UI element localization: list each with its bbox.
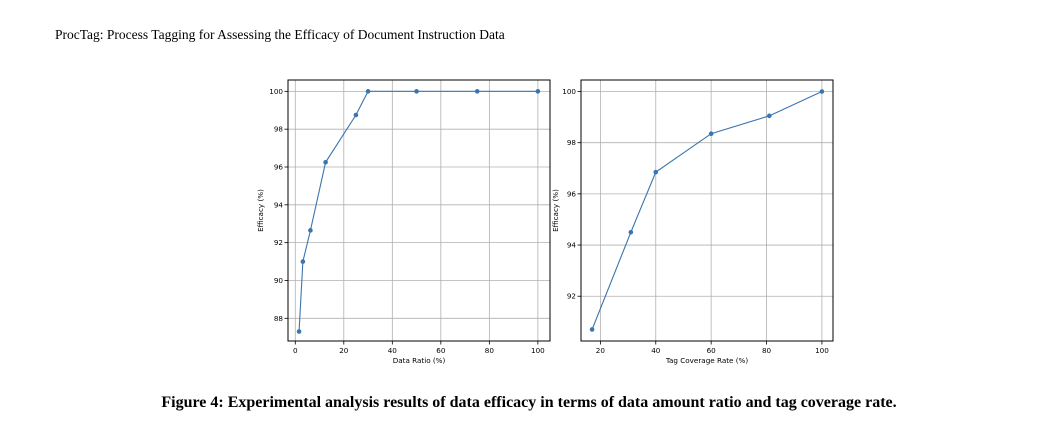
running-header: ProcTag: Process Tagging for Assessing t… bbox=[55, 27, 505, 42]
data-point bbox=[296, 329, 302, 334]
data-point bbox=[653, 169, 659, 175]
data-point bbox=[474, 89, 480, 94]
plot-frame bbox=[580, 79, 834, 342]
x-tick-label: 60 bbox=[436, 346, 446, 355]
figure-caption: Figure 4: Experimental analysis results … bbox=[0, 394, 1058, 412]
data-point bbox=[628, 229, 634, 235]
data-point bbox=[414, 89, 419, 94]
data-point bbox=[819, 89, 825, 94]
data-point bbox=[308, 228, 313, 233]
x-tick-label: 20 bbox=[596, 346, 606, 355]
x-tick-label: 60 bbox=[707, 346, 717, 355]
chart-tag-coverage: 20 40 60 80 100 92 94 96 98 100 Tag Coverage Rate … bbox=[551, 79, 834, 365]
x-tick-label: 40 bbox=[388, 346, 398, 355]
x-axis-label: Data Ratio (%) bbox=[393, 356, 446, 365]
series-line bbox=[298, 90, 538, 332]
data-point bbox=[300, 259, 306, 264]
caption-text: Experimental analysis results of data ef… bbox=[227, 394, 897, 411]
data-point bbox=[365, 89, 371, 94]
data-point bbox=[353, 112, 359, 118]
y-tick-label: 96 bbox=[274, 163, 284, 172]
y-tick-label: 88 bbox=[274, 314, 284, 323]
x-tick-label: 0 bbox=[293, 346, 298, 355]
y-tick-label: 92 bbox=[274, 238, 283, 247]
y-tick-label: 94 bbox=[274, 200, 284, 209]
y-tick-label: 92 bbox=[567, 292, 576, 301]
x-axis-label: Tag Coverage Rate (%) bbox=[665, 356, 749, 365]
y-tick-label: 96 bbox=[567, 189, 577, 198]
y-tick-label: 98 bbox=[567, 138, 577, 147]
y-tick-label: 94 bbox=[567, 241, 577, 250]
x-tick-label: 40 bbox=[651, 346, 661, 355]
x-tick-label: 100 bbox=[815, 346, 829, 355]
x-tick-label: 20 bbox=[339, 346, 349, 355]
data-point bbox=[323, 159, 328, 165]
data-point bbox=[708, 131, 714, 137]
y-axis-label: Efficacy (%) bbox=[551, 189, 560, 232]
data-point bbox=[535, 89, 541, 94]
plot-frame bbox=[287, 79, 551, 342]
y-tick-label: 100 bbox=[269, 87, 283, 96]
x-tick-label: 80 bbox=[762, 346, 772, 355]
chart-data-ratio: 0 20 40 60 80 100 88 90 92 94 96 98 100 Data Ratio (%… bbox=[256, 79, 551, 365]
figure: 0 20 40 60 80 100 88 90 92 94 96 98 100 Data Ratio (%… bbox=[255, 70, 845, 370]
y-tick-label: 90 bbox=[274, 276, 284, 285]
series-line bbox=[591, 91, 823, 330]
y-tick-label: 100 bbox=[562, 87, 576, 96]
y-tick-label: 98 bbox=[274, 125, 284, 134]
data-point bbox=[589, 327, 595, 332]
caption-label: Figure 4: bbox=[161, 394, 228, 411]
x-tick-label: 100 bbox=[531, 346, 545, 355]
data-point bbox=[767, 113, 772, 119]
y-axis-label: Efficacy (%) bbox=[256, 189, 265, 232]
x-tick-label: 80 bbox=[485, 346, 495, 355]
